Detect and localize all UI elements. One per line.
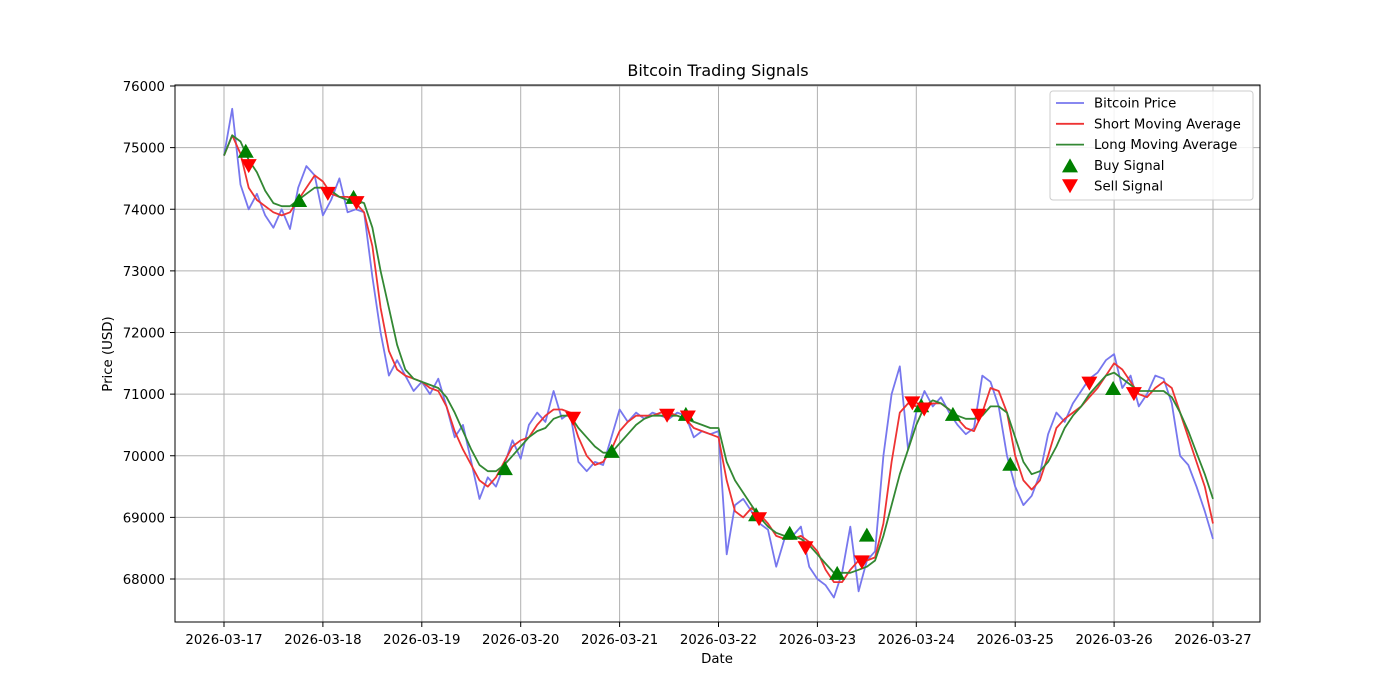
sell-signal-marker bbox=[319, 186, 336, 201]
legend-label-short-moving-average: Short Moving Average bbox=[1094, 117, 1241, 132]
y-tick-label: 71000 bbox=[123, 388, 165, 403]
y-tick-label: 76000 bbox=[123, 80, 165, 95]
buy-signal-marker bbox=[1002, 456, 1019, 471]
legend-box bbox=[1049, 90, 1254, 201]
sell-signal-marker bbox=[751, 512, 768, 527]
plot-frame bbox=[174, 84, 1261, 623]
chart-title: Bitcoin Trading Signals bbox=[627, 61, 808, 80]
y-tick-label: 68000 bbox=[123, 573, 165, 588]
x-tick-label: 2026-03-24 bbox=[878, 633, 955, 648]
sell-signal-marker bbox=[1081, 376, 1098, 391]
x-axis-label: Date bbox=[701, 652, 733, 667]
buy-signal-marker bbox=[1105, 380, 1122, 395]
sell-signal-marker bbox=[240, 159, 257, 174]
signal-markers bbox=[237, 143, 1142, 580]
legend-label-buy-signal: Buy Signal bbox=[1094, 159, 1165, 174]
y-tick-label: 75000 bbox=[123, 142, 165, 157]
buy-signal-marker bbox=[781, 525, 798, 540]
series-layer bbox=[223, 107, 1214, 599]
x-tick-label: 2026-03-22 bbox=[680, 633, 757, 648]
buy-signal-marker bbox=[944, 406, 961, 421]
legend-swatch-buy-signal bbox=[1062, 158, 1078, 173]
short-moving-average-line bbox=[223, 134, 1214, 583]
y-tick-label: 69000 bbox=[123, 511, 165, 526]
y-tick-label: 72000 bbox=[123, 327, 165, 342]
sell-signal-marker bbox=[904, 396, 921, 411]
sell-signal-marker bbox=[348, 196, 365, 211]
buy-signal-marker bbox=[858, 527, 875, 542]
y-axis-label: Price (USD) bbox=[101, 316, 116, 391]
sell-signal-marker bbox=[679, 410, 696, 425]
y-tick-label: 74000 bbox=[123, 203, 165, 218]
x-tick-label: 2026-03-26 bbox=[1075, 633, 1152, 648]
legend-swatch-sell-signal bbox=[1062, 179, 1078, 194]
buy-signal-marker bbox=[829, 565, 846, 580]
x-tick-label: 2026-03-17 bbox=[185, 633, 262, 648]
legend-label-bitcoin-price: Bitcoin Price bbox=[1094, 97, 1176, 112]
legend-label-sell-signal: Sell Signal bbox=[1094, 180, 1163, 195]
x-tick-label: 2026-03-18 bbox=[284, 633, 361, 648]
x-tick-label: 2026-03-23 bbox=[779, 633, 856, 648]
x-tick-label: 2026-03-20 bbox=[482, 633, 559, 648]
y-axis-ticks: 68000 69000 70000 71000 72000 73000 74000 75000… bbox=[123, 80, 175, 588]
sell-signal-marker bbox=[916, 402, 933, 417]
legend-label-long-moving-average: Long Moving Average bbox=[1094, 138, 1237, 153]
sell-signal-marker bbox=[659, 408, 676, 423]
legend: Bitcoin Price Short Moving Average Long Mo… bbox=[1049, 90, 1254, 201]
x-tick-label: 2026-03-27 bbox=[1174, 633, 1251, 648]
sell-signal-marker bbox=[1125, 387, 1142, 402]
x-tick-label: 2026-03-25 bbox=[977, 633, 1054, 648]
buy-signal-marker bbox=[496, 461, 513, 476]
sell-signal-marker bbox=[853, 555, 870, 570]
x-axis-ticks: 2026-03-17 2026-03-18 2026-03-19 2026-03-20… bbox=[185, 622, 1252, 648]
buy-signal-marker bbox=[291, 193, 308, 208]
y-tick-label: 73000 bbox=[123, 265, 165, 280]
sell-signal-marker bbox=[797, 541, 814, 556]
x-tick-label: 2026-03-19 bbox=[383, 633, 460, 648]
long-moving-average-line bbox=[223, 134, 1214, 574]
buy-signal-marker bbox=[603, 443, 620, 458]
x-tick-label: 2026-03-21 bbox=[581, 633, 658, 648]
buy-signal-marker bbox=[237, 143, 254, 158]
sell-signal-marker bbox=[970, 408, 987, 423]
sell-signal-marker bbox=[565, 411, 582, 426]
y-tick-label: 70000 bbox=[123, 450, 165, 465]
